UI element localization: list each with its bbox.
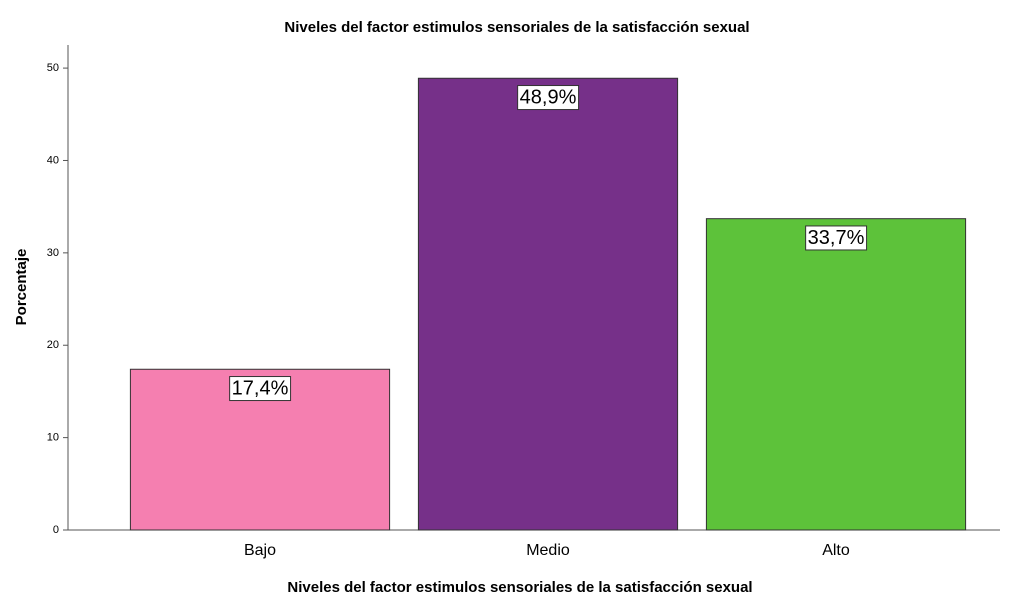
y-tick-label: 30 <box>47 247 59 259</box>
value-label: 48,9% <box>520 87 577 109</box>
bar <box>417 77 679 531</box>
x-tick-label: Medio <box>526 542 570 559</box>
value-label: 33,7% <box>808 227 865 249</box>
y-tick-label: 50 <box>47 62 59 74</box>
x-axis-title: Niveles del factor estimulos sensoriales… <box>287 579 752 596</box>
x-tick-label: Bajo <box>244 542 276 559</box>
y-tick-label: 10 <box>47 432 59 444</box>
y-axis-title: Porcentaje <box>13 249 30 326</box>
y-tick-label: 20 <box>47 339 59 351</box>
value-label-box <box>517 85 580 111</box>
value-label: 17,4% <box>232 378 289 400</box>
bar <box>705 218 967 531</box>
x-tick-label: Alto <box>822 542 850 559</box>
value-label-box <box>805 225 868 251</box>
value-label-box <box>229 376 292 402</box>
chart-title: Niveles del factor estimulos sensoriales… <box>284 19 749 36</box>
y-tick-label: 0 <box>53 524 59 536</box>
y-tick-label: 40 <box>47 154 59 166</box>
